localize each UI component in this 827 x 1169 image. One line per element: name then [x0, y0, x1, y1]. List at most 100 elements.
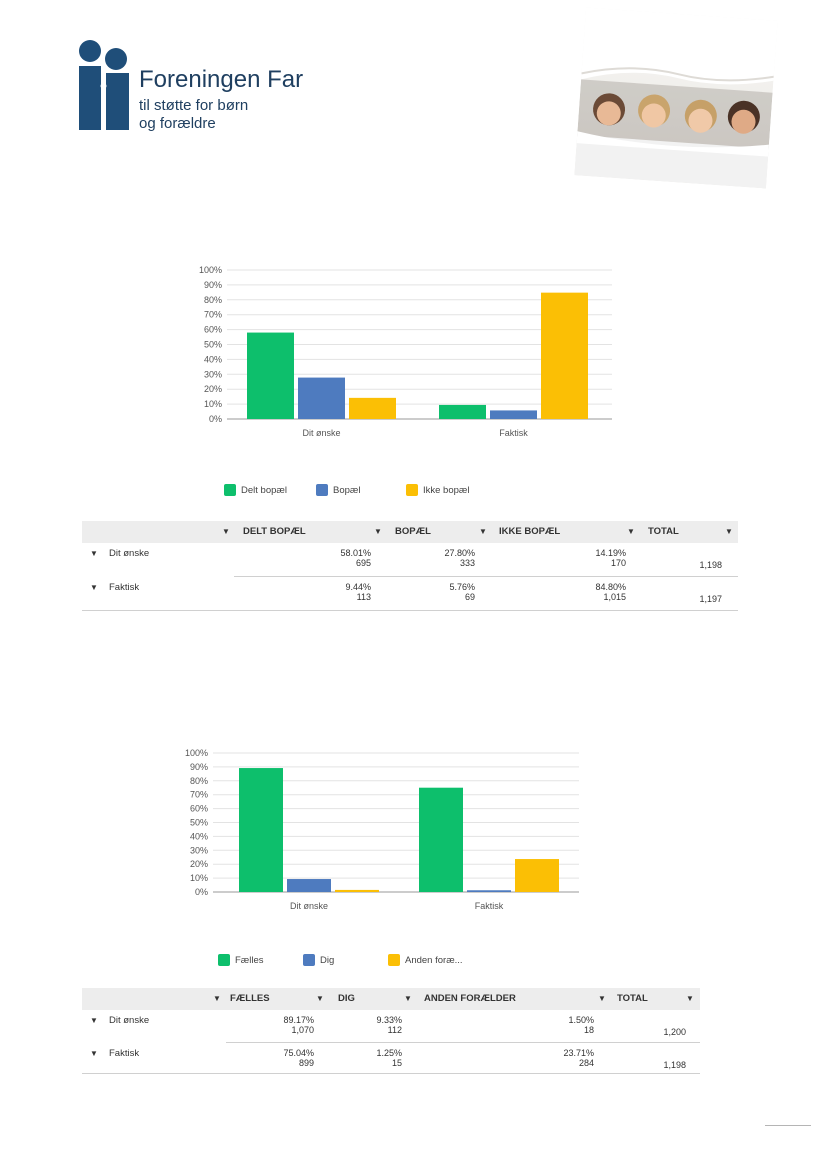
- sort-caret-icon[interactable]: ▼: [213, 994, 221, 1003]
- page-footer-rule: [765, 1125, 811, 1126]
- bar-chart-foraeldremyndighed-svg: 0% 10% 20% 30% 40% 50% 60% 70% 80% 90% 100% Dit øns…: [185, 748, 579, 911]
- legend-item-dig[interactable]: Dig: [303, 954, 334, 966]
- bar-chart-bopael-svg: 0% 10% 20% 30% 40% 50% 60% 70% 80% 90% 100% Dit øns…: [199, 265, 612, 438]
- legend-item-ikke-bopael[interactable]: Ikke bopæl: [406, 484, 469, 496]
- bar: [467, 890, 511, 892]
- cell-count: 695: [355, 558, 371, 568]
- y-tick-label: 0%: [195, 887, 208, 897]
- legend-label: Delt bopæl: [241, 484, 287, 496]
- cell-percent: 84.80%: [595, 582, 626, 592]
- cell-count: 69: [464, 592, 475, 602]
- legend-item-anden-foraelder[interactable]: Anden foræ...: [388, 954, 463, 966]
- logo-name: Foreningen Far: [139, 66, 304, 93]
- sort-caret-icon[interactable]: ▼: [627, 527, 635, 536]
- legend-swatch: [406, 484, 418, 496]
- legend-item-bopael[interactable]: Bopæl: [316, 484, 360, 496]
- table-header-blank[interactable]: ▼: [82, 521, 234, 543]
- legend-item-delt-bopael[interactable]: Delt bopæl: [224, 484, 287, 496]
- bar: [287, 879, 331, 892]
- table-row[interactable]: ▼ Dit ønske 58.01% 695 27.80% 333 14.19%…: [82, 543, 738, 576]
- legend-swatch: [224, 484, 236, 496]
- cell-percent: 75.04%: [283, 1048, 314, 1058]
- row-divider: [82, 1073, 700, 1074]
- y-tick-label: 90%: [204, 280, 222, 290]
- y-tick-label: 60%: [204, 325, 222, 335]
- y-tick-label: 80%: [204, 295, 222, 305]
- cell-total: 1,200: [663, 1027, 686, 1037]
- table-row[interactable]: ▼ Faktisk 75.04% 899 1.25% 15 23.71% 284…: [82, 1043, 700, 1075]
- column-header-delt-bopael[interactable]: DELT BOPÆL ▼: [243, 521, 383, 543]
- table-row[interactable]: ▼ Faktisk 9.44% 113 5.76% 69 84.80% 1,01…: [82, 577, 738, 610]
- sort-caret-icon[interactable]: ▼: [479, 527, 487, 536]
- table-header: [82, 988, 700, 1010]
- x-category-label: Dit ønske: [302, 428, 340, 438]
- cell-percent: 1.50%: [568, 1015, 594, 1025]
- organization-logo: Foreningen Far til støtte for børn og fo…: [78, 40, 338, 135]
- cell-percent: 58.01%: [340, 548, 371, 558]
- sort-caret-icon[interactable]: ▼: [374, 527, 382, 536]
- cell-percent: 23.71%: [563, 1048, 594, 1058]
- bar: [247, 332, 294, 419]
- legend-label: Anden foræ...: [405, 954, 463, 966]
- x-category-label: Faktisk: [475, 901, 504, 911]
- cell-total: 1,198: [663, 1060, 686, 1070]
- y-tick-label: 40%: [190, 831, 208, 841]
- cell-count: 170: [610, 558, 626, 568]
- table-header-blank[interactable]: ▼: [82, 988, 226, 1010]
- legend-foraeldremyndighed: Fælles Dig Anden foræ...: [218, 954, 518, 970]
- column-header-bopael[interactable]: BOPÆL ▼: [395, 521, 490, 543]
- bar: [349, 397, 396, 419]
- bar: [419, 787, 463, 892]
- column-header-faelles[interactable]: FÆLLES ▼: [230, 988, 326, 1010]
- column-header-ikke-bopael[interactable]: IKKE BOPÆL ▼: [499, 521, 639, 543]
- y-tick-label: 50%: [190, 818, 208, 828]
- table-header: [82, 521, 738, 543]
- cell-percent: 27.80%: [444, 548, 475, 558]
- sort-caret-icon[interactable]: ▼: [316, 994, 324, 1003]
- row-label: Dit ønske: [109, 548, 150, 559]
- bar: [541, 292, 588, 419]
- bar: [515, 859, 559, 892]
- row-label: Faktisk: [109, 1048, 140, 1059]
- column-header-dig[interactable]: DIG ▼: [338, 988, 416, 1010]
- cell-percent: 89.17%: [283, 1015, 314, 1025]
- y-tick-label: 10%: [204, 399, 222, 409]
- y-tick-label: 50%: [204, 340, 222, 350]
- cell-count: 1,070: [291, 1025, 314, 1035]
- column-header-total[interactable]: TOTAL ▼: [648, 521, 738, 543]
- y-tick-label: 40%: [204, 354, 222, 364]
- column-header-anden-foraelder[interactable]: ANDEN FORÆLDER ▼: [424, 988, 612, 1010]
- legend-label: Dig: [320, 954, 335, 966]
- bar: [298, 377, 345, 419]
- cell-count: 15: [391, 1058, 402, 1068]
- table-row[interactable]: ▼ Dit ønske 89.17% 1,070 9.33% 112 1.50%…: [82, 1010, 700, 1042]
- column-header-total[interactable]: TOTAL ▼: [617, 988, 697, 1010]
- sort-caret-icon[interactable]: ▼: [725, 527, 733, 536]
- legend-item-faelles[interactable]: Fælles: [218, 954, 264, 966]
- expand-caret-icon[interactable]: ▼: [90, 583, 98, 592]
- sort-caret-icon[interactable]: ▼: [222, 527, 230, 536]
- expand-caret-icon[interactable]: ▼: [90, 1016, 98, 1025]
- cell-count: 333: [459, 558, 475, 568]
- expand-caret-icon[interactable]: ▼: [90, 549, 98, 558]
- cell-percent: 9.33%: [376, 1015, 402, 1025]
- y-tick-label: 20%: [204, 384, 222, 394]
- expand-caret-icon[interactable]: ▼: [90, 1049, 98, 1058]
- bar-chart-bopael: 0% 10% 20% 30% 40% 50% 60% 70% 80% 90% 100% Dit øns…: [160, 262, 620, 447]
- row-label: Faktisk: [109, 582, 140, 593]
- sort-caret-icon[interactable]: ▼: [404, 994, 412, 1003]
- y-tick-label: 20%: [190, 859, 208, 869]
- y-tick-label: 100%: [185, 748, 208, 758]
- cell-percent: 9.44%: [345, 582, 371, 592]
- x-category-label: Faktisk: [499, 428, 528, 438]
- sort-caret-icon[interactable]: ▼: [686, 994, 694, 1003]
- cell-percent: 14.19%: [595, 548, 626, 558]
- cell-count: 284: [578, 1058, 594, 1068]
- y-tick-label: 70%: [190, 790, 208, 800]
- y-tick-label: 60%: [190, 804, 208, 814]
- cell-count: 899: [298, 1058, 314, 1068]
- cell-count: 1,015: [603, 592, 626, 602]
- bar-chart-foraeldremyndighed: 0% 10% 20% 30% 40% 50% 60% 70% 80% 90% 100% Dit øns…: [155, 745, 595, 923]
- data-table-foraeldremyndighed: ▼ FÆLLES ▼ DIG ▼ ANDEN FORÆLDER ▼ TOTAL …: [82, 988, 700, 1076]
- sort-caret-icon[interactable]: ▼: [598, 994, 606, 1003]
